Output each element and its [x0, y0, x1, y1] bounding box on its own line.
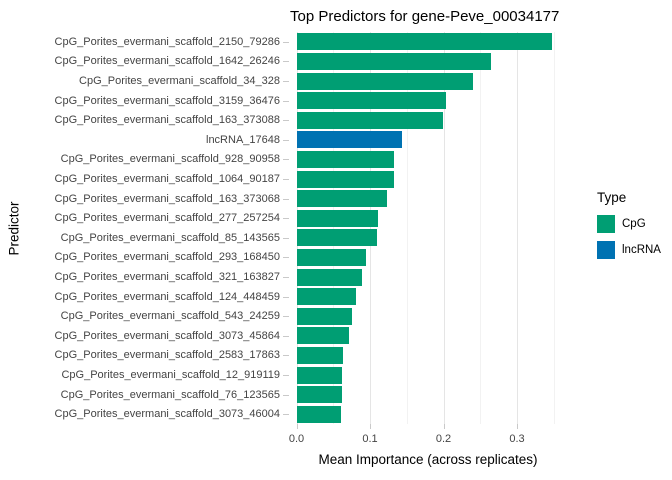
bar	[296, 366, 343, 384]
y-axis-tick	[283, 335, 289, 337]
legend-label: lncRNA	[622, 244, 661, 256]
y-axis-tick	[283, 198, 289, 200]
y-axis-tick	[283, 81, 289, 82]
y-axis-label: CpG_Porites_evermani_scaffold_3073_46004	[54, 408, 280, 421]
y-axis-tick	[283, 237, 289, 239]
y-axis-label: CpG_Porites_evermani_scaffold_163_373088	[54, 114, 280, 127]
x-axis-tick-label: 0.3	[509, 433, 525, 445]
bar	[296, 268, 362, 286]
x-axis-title: Mean Importance (across replicates)	[318, 452, 538, 467]
y-axis-label: CpG_Porites_evermani_scaffold_277_257254	[54, 212, 280, 225]
legend: Type CpG lncRNA	[597, 190, 661, 267]
bar	[296, 131, 403, 149]
x-axis-tick	[296, 424, 298, 429]
y-axis-tick	[283, 100, 289, 102]
x-axis-tick	[443, 424, 445, 429]
y-axis-label: CpG_Porites_evermani_scaffold_1064_90187	[54, 173, 280, 185]
gridline-minor	[553, 32, 555, 424]
y-axis-tick	[283, 316, 289, 318]
y-axis-tick	[283, 218, 289, 220]
y-axis-tick	[283, 139, 289, 141]
y-axis-label: CpG_Porites_evermani_scaffold_85_143565	[60, 231, 280, 244]
y-axis-label: CpG_Porites_evermani_scaffold_3159_36476	[54, 94, 280, 107]
bar	[296, 288, 357, 306]
y-axis-tick	[283, 120, 289, 122]
y-axis-tick	[283, 179, 289, 180]
bar	[296, 111, 443, 129]
x-axis-tick-label: 0.1	[362, 433, 378, 445]
y-axis-label: CpG_Porites_evermani_scaffold_543_24259	[60, 310, 280, 323]
y-axis-tick	[283, 257, 289, 259]
plot-panel	[292, 32, 565, 424]
y-axis-label: CpG_Porites_evermani_scaffold_34_328	[79, 75, 280, 87]
y-axis-label: CpG_Porites_evermani_scaffold_2583_17863	[54, 349, 280, 362]
bar	[296, 386, 343, 404]
legend-title: Type	[597, 190, 627, 205]
legend-swatch	[597, 241, 615, 259]
y-axis-label: CpG_Porites_evermani_scaffold_124_448459	[54, 290, 280, 303]
gridline-minor	[480, 32, 482, 424]
y-axis-label: CpG_Porites_evermani_scaffold_3073_45864	[54, 329, 280, 342]
y-axis-tick	[283, 41, 289, 43]
legend-swatch	[597, 215, 615, 233]
bar	[296, 72, 473, 90]
bar	[296, 92, 446, 110]
gridline-minor	[406, 32, 408, 424]
legend-items: CpG lncRNA	[597, 215, 661, 259]
bar	[296, 346, 343, 364]
y-axis-label: CpG_Porites_evermani_scaffold_293_168450	[54, 251, 280, 264]
bar	[296, 307, 352, 325]
x-axis-tick	[517, 424, 518, 429]
y-axis-label: lncRNA_17648	[206, 133, 280, 146]
y-axis-label: CpG_Porites_evermani_scaffold_2150_79286	[54, 35, 280, 48]
legend-label: CpG	[622, 218, 646, 230]
bar	[296, 229, 378, 247]
x-axis-tick	[370, 424, 371, 429]
y-axis-label: CpG_Porites_evermani_scaffold_1642_26246	[54, 55, 280, 68]
y-axis-label: CpG_Porites_evermani_scaffold_12_919119	[61, 369, 280, 381]
bar	[296, 327, 349, 345]
y-axis-tick	[283, 296, 289, 298]
bar	[296, 52, 491, 70]
x-axis-tick-label: 0.2	[435, 433, 452, 445]
y-axis-tick	[283, 355, 289, 357]
bar	[296, 209, 379, 227]
gridline-major	[296, 32, 298, 424]
y-axis-tick	[283, 375, 289, 376]
y-axis-label: CpG_Porites_evermani_scaffold_76_123565	[60, 388, 280, 401]
bar	[296, 190, 387, 208]
y-axis-label: CpG_Porites_evermani_scaffold_163_373068	[54, 192, 280, 205]
gridline-major	[370, 32, 371, 424]
legend-item: CpG	[597, 215, 661, 233]
y-axis-tick	[283, 277, 289, 278]
x-axis-tick-label: 0.0	[288, 433, 305, 445]
legend-item: lncRNA	[597, 241, 661, 259]
y-axis-tick	[283, 159, 289, 161]
gridline-major	[517, 32, 518, 424]
bar	[296, 170, 394, 188]
bar	[296, 248, 366, 266]
bar	[296, 150, 395, 168]
y-axis-tick	[283, 61, 289, 63]
gridline-major	[443, 32, 445, 424]
y-axis-tick	[283, 394, 289, 396]
chart-title: Top Predictors for gene-Peve_00034177	[290, 8, 560, 25]
gridline-minor	[333, 32, 335, 424]
bar	[296, 405, 341, 423]
y-axis-label: CpG_Porites_evermani_scaffold_321_163827	[54, 271, 280, 283]
y-axis-label: CpG_Porites_evermani_scaffold_928_90958	[60, 153, 280, 166]
bar	[296, 33, 553, 51]
y-axis-tick	[283, 414, 289, 416]
